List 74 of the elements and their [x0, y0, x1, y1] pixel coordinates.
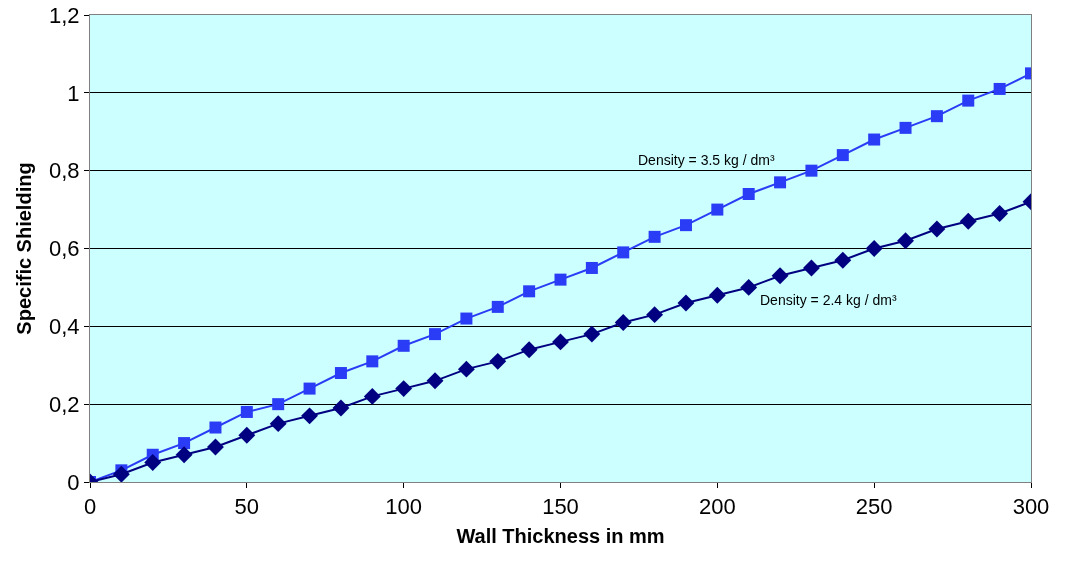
point — [677, 294, 695, 312]
point — [301, 407, 319, 425]
x-axis-title: Wall Thickness in mm — [456, 524, 665, 547]
point — [395, 380, 413, 398]
point — [962, 94, 975, 107]
point — [240, 405, 253, 418]
point — [774, 176, 787, 189]
point — [426, 372, 444, 390]
point — [238, 426, 256, 444]
point — [771, 267, 789, 285]
y-tick-label: 0,2 — [49, 391, 80, 417]
y-tick-label: 0,4 — [49, 314, 80, 340]
point — [523, 285, 536, 298]
y-tick-label: 0,8 — [49, 158, 80, 184]
y-tick-label: 0,6 — [49, 236, 80, 262]
point — [112, 465, 130, 482]
y-tick-label: 1 — [67, 80, 80, 106]
x-tick-label: 100 — [385, 494, 423, 520]
point — [583, 325, 601, 343]
x-tick-label: 250 — [855, 494, 893, 520]
point — [552, 333, 569, 351]
point — [178, 437, 191, 450]
point — [928, 220, 946, 238]
point — [991, 205, 1009, 222]
point — [429, 328, 442, 341]
point — [363, 387, 381, 405]
point — [207, 438, 224, 456]
point — [397, 339, 410, 352]
point — [489, 352, 507, 370]
point — [520, 341, 538, 359]
point — [868, 133, 881, 146]
y-tick-label: 0 — [67, 469, 80, 495]
x-tick-label: 300 — [1012, 494, 1050, 520]
point — [993, 82, 1006, 95]
point — [648, 230, 661, 243]
point — [303, 382, 316, 395]
point — [802, 259, 820, 277]
point — [711, 203, 724, 216]
point — [742, 188, 755, 201]
point — [897, 232, 914, 250]
point — [554, 273, 567, 286]
annotation: Density = 2.4 kg / dm³ — [760, 292, 897, 308]
point — [272, 398, 285, 411]
point — [209, 421, 222, 434]
point — [332, 399, 350, 417]
y-axis-title: Specific Shielding — [12, 162, 35, 335]
point — [144, 454, 162, 471]
point — [646, 306, 664, 324]
point — [899, 121, 912, 134]
point — [865, 240, 883, 257]
annotation: Density = 3.5 kg / dm³ — [638, 152, 775, 168]
x-tick-label: 0 — [83, 494, 97, 520]
point — [959, 212, 977, 230]
point — [930, 110, 943, 123]
point — [366, 355, 379, 368]
y-tick-label: 1,2 — [49, 2, 80, 28]
point — [334, 367, 347, 380]
point — [708, 286, 726, 304]
x-tick-label: 150 — [542, 494, 579, 520]
x-tick-label: 50 — [234, 494, 260, 520]
point — [491, 300, 504, 313]
point — [679, 219, 692, 232]
point — [457, 360, 475, 378]
point — [805, 164, 818, 177]
point — [614, 313, 632, 331]
point — [175, 446, 193, 464]
point — [585, 261, 598, 274]
point — [834, 251, 852, 269]
point — [269, 415, 287, 433]
point — [460, 312, 473, 325]
point — [617, 246, 630, 259]
point — [740, 278, 758, 296]
point — [836, 149, 849, 162]
x-tick-label: 200 — [698, 494, 736, 520]
